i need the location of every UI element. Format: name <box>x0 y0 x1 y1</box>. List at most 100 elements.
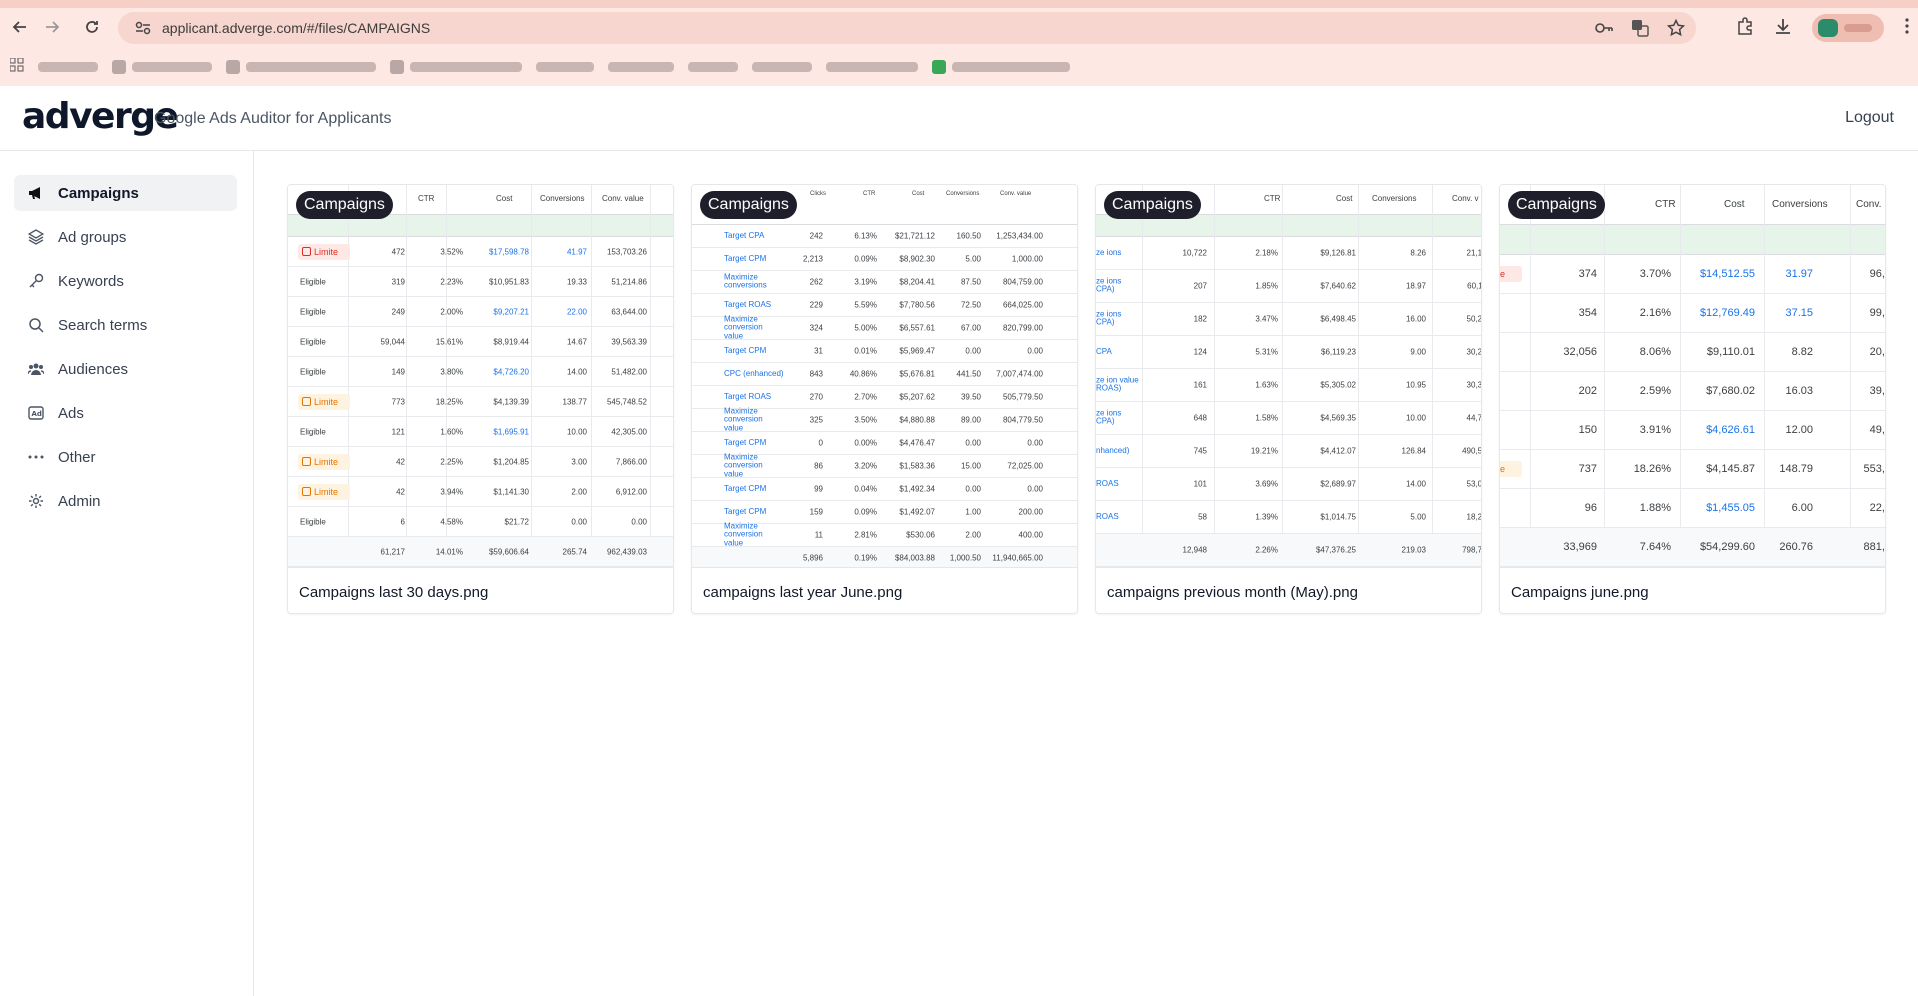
table-row[interactable]: Eligible 59,044 15.61% $8,919.44 14.67 39,563… <box>288 327 673 357</box>
sidebar-item-audiences[interactable]: Audiences <box>14 351 237 387</box>
table-row[interactable]: Limite 773 18.25% $4,139.39 138.77 545,748.52 <box>288 387 673 417</box>
bid-strategy-link[interactable]: ROAS <box>1096 511 1119 521</box>
bookmark-blurred[interactable] <box>826 57 918 77</box>
table-row[interactable]: ze ion value ROAS) 161 1.63% $5,305.02 10.95… <box>1096 369 1481 402</box>
bid-strategy-link[interactable]: CPA <box>1096 346 1112 356</box>
sidebar-item-admin[interactable]: Admin <box>14 483 237 519</box>
bid-strategy-link[interactable]: Maximize conversion value <box>724 314 763 341</box>
table-row[interactable]: ROAS 58 1.39% $1,014.75 5.00 18,233 <box>1096 501 1481 534</box>
logo[interactable]: adverge <box>22 96 179 137</box>
address-bar[interactable]: applicant.adverge.com/#/files/CAMPAIGNS <box>118 12 1696 44</box>
table-row[interactable]: Target CPM 0 0.00% $4,476.47 0.00 0.00 <box>692 432 1077 455</box>
table-row[interactable]: Target ROAS 229 5.59% $7,780.56 72.50 664,025… <box>692 294 1077 317</box>
reload-icon[interactable] <box>80 15 104 39</box>
bid-strategy-link[interactable]: ROAS <box>1096 478 1119 488</box>
bookmark-blurred[interactable] <box>112 57 212 77</box>
file-name[interactable]: Campaigns june.png <box>1511 584 1649 601</box>
file-thumbnail[interactable]: Campaigns CTR Cost Conversions Conv. imi… <box>1500 185 1885 568</box>
bid-strategy-link[interactable]: Target CPM <box>724 506 767 516</box>
table-row[interactable]: 32,056 8.06% $9,110.01 8.82 20,9 <box>1500 333 1885 372</box>
download-icon[interactable] <box>1774 17 1792 40</box>
bid-strategy-link[interactable]: Target CPM <box>724 437 767 447</box>
bid-strategy-link[interactable]: Target ROAS <box>724 299 772 309</box>
table-row[interactable]: nhanced) 745 19.21% $4,412.07 126.84 490,525 <box>1096 435 1481 468</box>
logout-button[interactable]: Logout <box>1845 109 1894 126</box>
sidebar-item-other[interactable]: Other <box>14 439 237 475</box>
table-row[interactable]: Maximize conversion value 324 5.00% $6,557.… <box>692 314 1077 341</box>
file-name[interactable]: campaigns last year June.png <box>703 584 903 601</box>
bid-strategy-link[interactable]: ze ion value ROAS) <box>1096 375 1139 393</box>
sidebar-item-campaigns[interactable]: Campaigns <box>14 175 237 211</box>
file-card[interactable]: Campaigns CTR Cost Conversions Conv. v z… <box>1095 184 1482 614</box>
file-card[interactable]: Campaigns CTR Cost Conversions Conv. imi… <box>1499 184 1886 614</box>
star-icon[interactable] <box>1666 18 1686 38</box>
table-row[interactable]: Maximize conversion value 325 3.50% $4,880.… <box>692 406 1077 433</box>
table-row[interactable]: 354 2.16% $12,769.49 37.15 99,8 <box>1500 294 1885 333</box>
table-row[interactable]: Limite 42 2.25% $1,204.85 3.00 7,866.00 <box>288 447 673 477</box>
file-card[interactable]: Campaigns Clicks CTR Cost Conversions Co… <box>691 184 1078 614</box>
table-row[interactable]: Target CPM 159 0.09% $1,492.07 1.00 200.00 <box>692 501 1077 524</box>
sidebar-item-ads[interactable]: Ad Ads <box>14 395 237 431</box>
bid-strategy-link[interactable]: CPC (enhanced) <box>724 368 784 378</box>
table-row[interactable]: ze ions 10,722 2.18% $9,126.81 8.26 21,140 <box>1096 237 1481 270</box>
table-row[interactable]: Eligible 319 2.23% $10,951.83 19.33 51,214.86 <box>288 267 673 297</box>
bid-strategy-link[interactable]: Maximize conversions <box>724 272 767 290</box>
back-icon[interactable] <box>8 15 32 39</box>
file-name[interactable]: Campaigns last 30 days.png <box>299 584 489 601</box>
table-row[interactable]: Target CPM 99 0.04% $1,492.34 0.00 0.00 <box>692 478 1077 501</box>
table-row[interactable]: Eligible 249 2.00% $9,207.21 22.00 63,644.00 <box>288 297 673 327</box>
table-row[interactable]: imite 737 18.26% $4,145.87 148.79 553,0 <box>1500 450 1885 489</box>
table-row[interactable]: Target CPM 2,213 0.09% $8,902.30 5.00 1,000.0… <box>692 248 1077 271</box>
forward-icon[interactable] <box>40 15 64 39</box>
site-settings-icon[interactable] <box>128 21 158 35</box>
bookmark-blurred[interactable] <box>688 57 738 77</box>
table-row[interactable]: Limite 42 3.94% $1,141.30 2.00 6,912.00 <box>288 477 673 507</box>
translate-icon[interactable] <box>1630 18 1650 38</box>
file-thumbnail[interactable]: Campaigns CTR Cost Conversions Conv. val… <box>288 185 673 568</box>
menu-kebab-icon[interactable] <box>1904 17 1910 40</box>
table-row[interactable]: Eligible 121 1.60% $1,695.91 10.00 42,305.00 <box>288 417 673 447</box>
extensions-icon[interactable] <box>1736 16 1754 40</box>
table-row[interactable]: ze ions CPA) 182 3.47% $6,498.45 16.00 50,292 <box>1096 303 1481 336</box>
sidebar-item-keywords[interactable]: Keywords <box>14 263 237 299</box>
bookmark-blurred[interactable] <box>226 57 376 77</box>
table-row[interactable]: CPA 124 5.31% $6,119.23 9.00 30,239 <box>1096 336 1481 369</box>
bookmark-blurred[interactable] <box>390 57 522 77</box>
key-icon[interactable] <box>1594 18 1614 38</box>
bid-strategy-link[interactable]: ze ions CPA) <box>1096 408 1122 426</box>
bookmark-blurred[interactable] <box>38 57 98 77</box>
bid-strategy-link[interactable]: ze ions <box>1096 247 1122 257</box>
bookmark-blurred[interactable] <box>536 57 594 77</box>
bookmark-blurred[interactable] <box>608 57 674 77</box>
sidebar-item-search-terms[interactable]: Search terms <box>14 307 237 343</box>
file-name[interactable]: campaigns previous month (May).png <box>1107 584 1358 601</box>
table-row[interactable]: Limite 472 3.52% $17,598.78 41.97 153,703.26 <box>288 237 673 267</box>
profile-button[interactable] <box>1812 14 1884 42</box>
table-row[interactable]: Eligible 149 3.80% $4,726.20 14.00 51,482.00 <box>288 357 673 387</box>
apps-grid-icon[interactable] <box>9 57 24 77</box>
table-row[interactable]: Maximize conversion value 11 2.81% $530.06 2… <box>692 521 1077 548</box>
table-row[interactable]: CPC (enhanced) 843 40.86% $5,676.81 441.50 7,… <box>692 363 1077 386</box>
bookmark-blurred[interactable] <box>752 57 812 77</box>
table-row[interactable]: Target CPA 242 6.13% $21,721.12 160.50 1,253,… <box>692 225 1077 248</box>
bid-strategy-link[interactable]: Maximize conversion value <box>724 452 763 479</box>
table-row[interactable]: Target CPM 31 0.01% $5,969.47 0.00 0.00 <box>692 340 1077 363</box>
bid-strategy-link[interactable]: nhanced) <box>1096 445 1130 455</box>
table-row[interactable]: imite 374 3.70% $14,512.55 31.97 96,4 <box>1500 255 1885 294</box>
table-row[interactable]: Eligible 6 4.58% $21.72 0.00 0.00 <box>288 507 673 537</box>
bid-strategy-link[interactable]: Target CPM <box>724 483 767 493</box>
url-text[interactable]: applicant.adverge.com/#/files/CAMPAIGNS <box>162 20 431 36</box>
file-card[interactable]: Campaigns CTR Cost Conversions Conv. val… <box>287 184 674 614</box>
sidebar-item-ad-groups[interactable]: Ad groups <box>14 219 237 255</box>
file-thumbnail[interactable]: Campaigns Clicks CTR Cost Conversions Co… <box>692 185 1077 568</box>
table-row[interactable]: 96 1.88% $1,455.05 6.00 22,4 <box>1500 489 1885 528</box>
bookmark-blurred[interactable] <box>932 57 1070 77</box>
table-row[interactable]: Maximize conversion value 86 3.20% $1,583.3… <box>692 452 1077 479</box>
table-row[interactable]: ROAS 101 3.69% $2,689.97 14.00 53,031 <box>1096 468 1481 501</box>
table-row[interactable]: ze ions CPA) 207 1.85% $7,640.62 18.97 60,118 <box>1096 270 1481 303</box>
bid-strategy-link[interactable]: Maximize conversion value <box>724 406 763 433</box>
bid-strategy-link[interactable]: ze ions CPA) <box>1096 309 1122 327</box>
bid-strategy-link[interactable]: Target CPM <box>724 253 767 263</box>
bid-strategy-link[interactable]: Maximize conversion value <box>724 521 763 548</box>
file-thumbnail[interactable]: Campaigns CTR Cost Conversions Conv. v z… <box>1096 185 1481 568</box>
